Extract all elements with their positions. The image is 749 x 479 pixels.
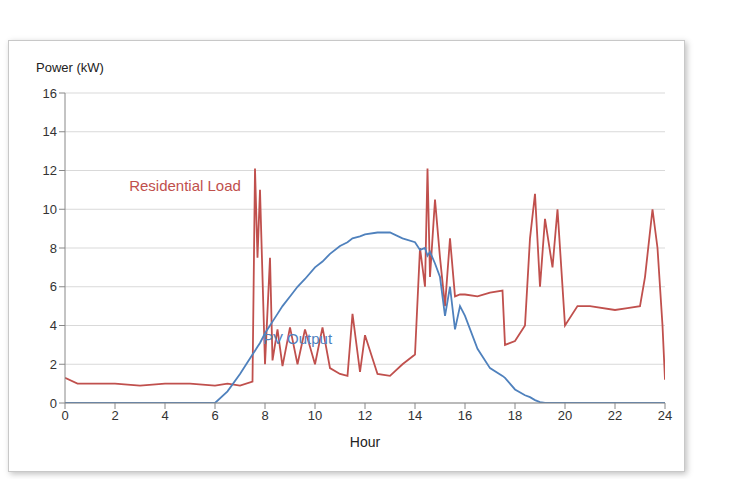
svg-text:4: 4 <box>50 318 57 333</box>
svg-text:4: 4 <box>161 408 168 423</box>
svg-text:12: 12 <box>43 163 57 178</box>
svg-text:6: 6 <box>50 279 57 294</box>
svg-text:14: 14 <box>408 408 422 423</box>
svg-text:2: 2 <box>50 357 57 372</box>
svg-text:14: 14 <box>43 124 57 139</box>
svg-text:6: 6 <box>211 408 218 423</box>
svg-text:24: 24 <box>658 408 672 423</box>
svg-text:0: 0 <box>61 408 68 423</box>
svg-text:2: 2 <box>111 408 118 423</box>
svg-text:8: 8 <box>50 241 57 256</box>
svg-text:10: 10 <box>308 408 322 423</box>
svg-text:0: 0 <box>50 396 57 411</box>
svg-text:16: 16 <box>458 408 472 423</box>
svg-text:PV Output: PV Output <box>263 330 333 347</box>
html-text:Power (kW): Power (kW) <box>36 60 104 75</box>
svg-text:8: 8 <box>261 408 268 423</box>
svg-text:20: 20 <box>558 408 572 423</box>
svg-text:22: 22 <box>608 408 622 423</box>
svg-text:16: 16 <box>43 86 57 101</box>
svg-text:Residential Load: Residential Load <box>129 177 241 194</box>
svg-text:10: 10 <box>43 202 57 217</box>
svg-text:Hour: Hour <box>350 434 381 450</box>
svg-text:18: 18 <box>508 408 522 423</box>
svg-text:12: 12 <box>358 408 372 423</box>
